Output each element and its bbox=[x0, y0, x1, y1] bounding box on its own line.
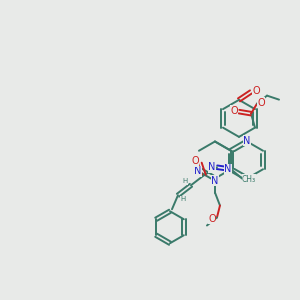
Text: N: N bbox=[211, 176, 219, 185]
Text: O: O bbox=[230, 106, 238, 116]
Text: O: O bbox=[191, 156, 199, 166]
Text: N: N bbox=[194, 166, 202, 176]
Text: N: N bbox=[224, 164, 232, 174]
Text: N: N bbox=[243, 136, 251, 146]
Text: O: O bbox=[257, 98, 265, 108]
Text: CH₃: CH₃ bbox=[242, 175, 256, 184]
Text: H: H bbox=[180, 196, 186, 202]
Text: O: O bbox=[208, 214, 216, 224]
Text: N: N bbox=[208, 162, 216, 172]
Text: H: H bbox=[182, 178, 188, 184]
Text: O: O bbox=[252, 86, 260, 96]
